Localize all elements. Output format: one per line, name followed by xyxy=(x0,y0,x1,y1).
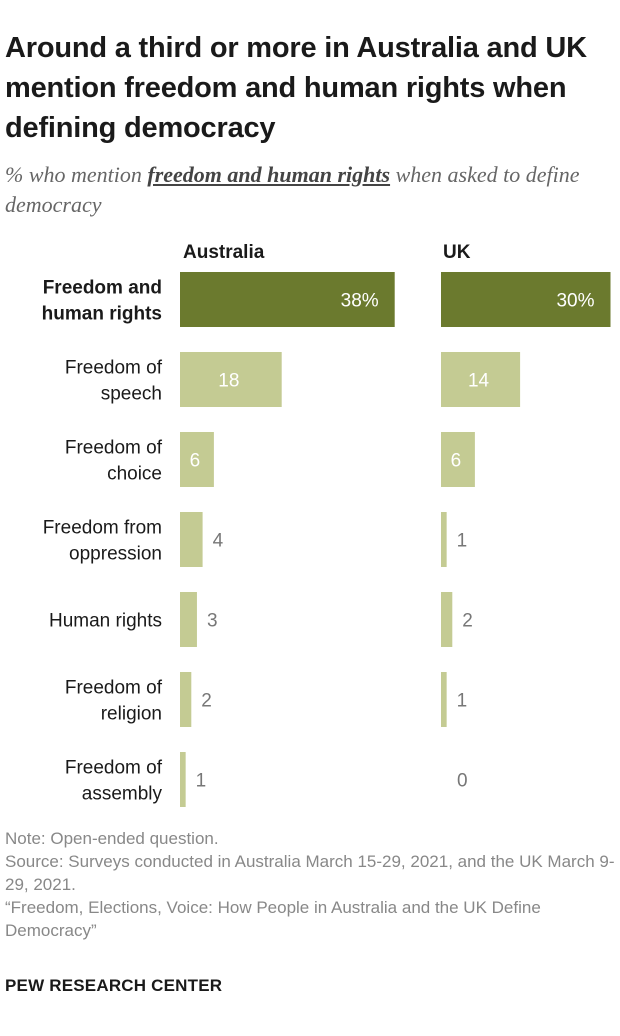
category-label: Freedom of speech xyxy=(65,358,163,405)
subtitle-prefix: % who mention xyxy=(5,162,148,187)
bar-uk xyxy=(441,592,453,647)
bar-uk xyxy=(441,272,611,327)
data-label-australia: 2 xyxy=(201,691,212,712)
data-label-uk: 1 xyxy=(457,531,468,552)
brand-logo-text: PEW RESEARCH CENTER xyxy=(5,976,223,995)
report-title: “Freedom, Elections, Voice: How People i… xyxy=(5,898,541,940)
data-label-uk: 2 xyxy=(462,611,473,632)
data-label-australia: 18 xyxy=(218,371,239,392)
category-label: Freedom and human rights xyxy=(42,278,162,325)
series-header-australia: Australia xyxy=(183,242,265,263)
chart-notes: Note: Open-ended question. Source: Surve… xyxy=(5,827,620,942)
source-text: Source: Surveys conducted in Australia M… xyxy=(5,852,615,894)
data-label-australia: 1 xyxy=(196,771,207,792)
chart-subtitle: % who mention freedom and human rights w… xyxy=(5,160,605,220)
bar-australia xyxy=(180,512,203,567)
data-label-australia: 6 xyxy=(190,451,201,472)
data-label-uk: 30% xyxy=(556,291,594,312)
data-label-australia: 38% xyxy=(341,291,379,312)
data-label-uk: 14 xyxy=(468,371,490,392)
category-label: Human rights xyxy=(49,611,162,632)
bar-australia xyxy=(180,272,395,327)
bar-australia xyxy=(180,752,186,807)
chart-title: Around a third or more in Australia and … xyxy=(5,32,587,144)
data-label-uk: 0 xyxy=(457,771,468,792)
data-label-australia: 4 xyxy=(213,531,224,552)
bar-australia xyxy=(180,432,214,487)
category-label: Freedom of choice xyxy=(65,438,163,485)
bar-uk xyxy=(441,352,521,407)
bar-uk xyxy=(441,432,475,487)
bar-australia xyxy=(180,672,192,727)
bar-uk xyxy=(441,512,447,567)
data-label-australia: 3 xyxy=(207,611,218,632)
data-label-uk: 6 xyxy=(451,451,462,472)
subtitle-suffix: when asked to define democracy xyxy=(5,162,580,217)
data-label-uk: 1 xyxy=(457,691,468,712)
note-text: Note: Open-ended question. xyxy=(5,829,219,848)
bar-chart: Australia UK Freedom and human rights Freedo… xyxy=(42,242,611,807)
subtitle-emphasis: freedom and human rights xyxy=(147,162,391,187)
bar-uk xyxy=(441,672,447,727)
category-label: Freedom from oppression xyxy=(43,518,162,565)
category-label: Freedom of religion xyxy=(65,678,163,725)
bar-australia xyxy=(180,592,197,647)
series-header-uk: UK xyxy=(443,242,471,263)
category-label: Freedom of assembly xyxy=(65,758,163,805)
bar-australia xyxy=(180,352,282,407)
